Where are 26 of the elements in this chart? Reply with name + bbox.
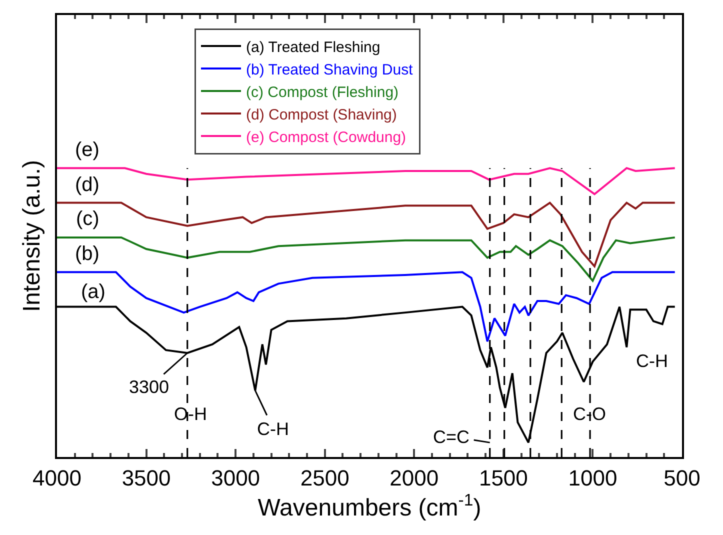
- x-tick-label: 2500: [300, 465, 350, 490]
- x-tick-label: 4000: [32, 465, 82, 490]
- legend-label: (c) Compost (Fleshing): [246, 84, 399, 101]
- annotation: O-H: [174, 404, 207, 424]
- x-tick-label: 1000: [568, 465, 618, 490]
- x-tick-label: 1500: [478, 465, 528, 490]
- annotation: (b): [75, 243, 100, 265]
- legend-label: (a) Treated Fleshing: [246, 38, 380, 56]
- x-axis-title: Wavenumbers (cm$^{-1}$): [258, 490, 482, 522]
- x-tick-label: 500: [664, 465, 700, 490]
- x-tick-label: 2000: [390, 465, 439, 490]
- legend-label: (e) Compost (Cowdung): [246, 128, 406, 146]
- x-tick-label: 3000: [211, 465, 260, 490]
- annotation: (d): [75, 174, 100, 196]
- legend-label: (b) Treated Shaving Dust: [246, 61, 414, 78]
- annotation: C-H: [636, 351, 668, 371]
- annotation: C=C: [433, 427, 470, 447]
- annotation: 3300: [129, 377, 170, 397]
- legend-label: (d) Compost (Shaving): [246, 106, 397, 124]
- y-axis-title: Intensity (a.u.): [18, 160, 46, 312]
- x-tick-label: 3500: [122, 465, 171, 490]
- annotation: C-O: [573, 404, 606, 424]
- annotation: C-H: [257, 419, 289, 439]
- annotation: (e): [75, 139, 100, 161]
- annotation: (a): [81, 281, 106, 303]
- annotation: (c): [76, 208, 100, 230]
